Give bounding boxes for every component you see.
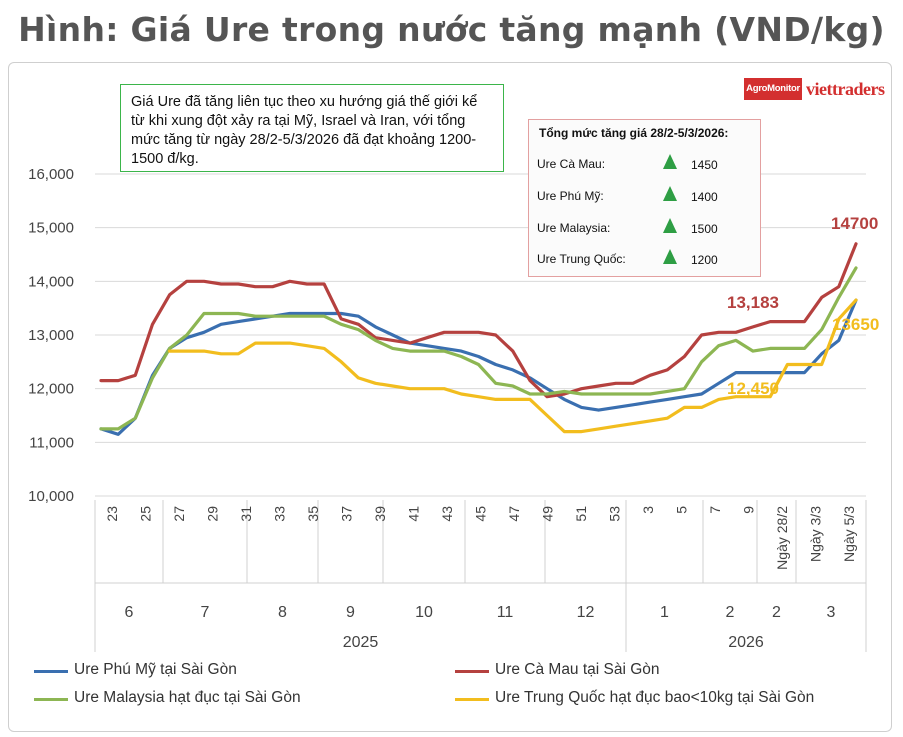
y-tick-label: 15,000 [28,220,74,237]
x-tick-label: 29 [204,506,220,522]
month-label: 2 [772,604,781,621]
month-label: 11 [497,604,514,621]
x-tick-label: 43 [439,506,455,522]
legend-swatch [455,698,489,701]
legend-label: Ure Cà Mau tại Sài Gòn [495,661,660,678]
month-label: 7 [201,604,210,621]
viettraders-logo: viettraders [806,79,885,99]
month-label: 2 [726,604,735,621]
data-label: 14700 [831,214,878,233]
increase-table: Tổng mức tăng giá 28/2-5/3/2026: Ure Cà … [528,119,761,277]
y-tick-label: 10,000 [28,488,74,505]
y-tick-label: 14,000 [28,273,74,290]
increase-row-trung-quoc: Ure Trung Quốc: 1200 [529,249,762,271]
x-tick-label: 41 [405,506,421,522]
x-tick-label: 47 [506,506,522,522]
up-triangle-icon [663,218,677,233]
legend-swatch [455,670,489,673]
x-tick-label: 35 [305,506,321,522]
y-tick-label: 12,000 [28,381,74,398]
series-line-3 [168,298,858,434]
data-label: 13650 [832,315,879,334]
increase-row-name: Ure Malaysia: [537,221,611,235]
y-tick-label: 13,000 [28,327,74,344]
x-tick-label: 49 [540,506,556,522]
month-label: 10 [415,604,433,621]
x-tick-label: 39 [372,506,388,522]
x-tick-label: 25 [137,506,153,522]
x-tick-label: 9 [741,506,757,514]
x-tick-label: 7 [707,506,723,514]
month-label: 3 [827,604,836,621]
legend-label: Ure Phú Mỹ tại Sài Gòn [74,661,237,678]
legend-label: Ure Malaysia hạt đục tại Sài Gòn [74,689,301,706]
page-title: Hình: Giá Ure trong nước tăng mạnh (VND/… [18,10,885,49]
x-tick-label: 31 [238,506,254,522]
x-tick-label: 53 [607,506,623,522]
x-tick-label: Ngày 28/2 [774,506,790,570]
data-label: 12,450 [727,379,779,398]
x-tick-label: Ngày 3/3 [808,506,824,562]
increase-row-value: 1450 [691,158,718,172]
month-label: 1 [660,604,669,621]
x-tick-label: Ngày 5/3 [841,506,857,562]
month-label: 6 [125,604,134,621]
legend-label: Ure Trung Quốc hạt đục bao<10kg tại Sài … [495,689,815,706]
increase-row-name: Ure Trung Quốc: [537,252,626,266]
month-label: 12 [577,604,595,621]
increase-row-value: 1200 [691,253,718,267]
x-tick-label: 45 [473,506,489,522]
year-label: 2026 [728,634,764,651]
increase-row-phu-my: Ure Phú Mỹ: 1400 [529,186,762,208]
x-tick-label: 37 [338,506,354,522]
series-line-0 [99,298,858,436]
agromonitor-logo: AgroMonitor [744,78,802,100]
increase-table-title: Tổng mức tăng giá 28/2-5/3/2026: [539,126,729,140]
month-label: 8 [278,604,287,621]
up-triangle-icon [663,186,677,201]
x-tick-label: 5 [674,506,690,514]
y-tick-label: 11,000 [29,434,74,451]
increase-row-name: Ure Phú Mỹ: [537,189,604,203]
up-triangle-icon [663,249,677,264]
increase-row-ca-mau: Ure Cà Mau: 1450 [529,154,762,176]
x-tick-label: 3 [640,506,656,514]
legend-swatch [34,698,68,701]
note-box: Giá Ure đã tăng liên tục theo xu hướng g… [120,84,504,172]
month-label: 9 [346,604,355,621]
series-line-2 [99,266,858,431]
x-tick-label: 27 [171,506,187,522]
increase-row-malaysia: Ure Malaysia: 1500 [529,218,762,240]
series-line-1 [99,242,858,399]
note-text: Giá Ure đã tăng liên tục theo xu hướng g… [131,94,478,167]
data-label: 13,183 [727,293,779,312]
increase-row-value: 1400 [691,190,718,204]
x-tick-label: 23 [104,506,120,522]
y-tick-label: 16,000 [28,166,74,183]
year-label: 2025 [343,634,379,651]
increase-row-name: Ure Cà Mau: [537,157,606,171]
up-triangle-icon [663,154,677,169]
increase-row-value: 1500 [691,222,718,236]
legend-swatch [34,670,68,673]
x-tick-label: 33 [271,506,287,522]
x-tick-label: 51 [573,506,589,522]
